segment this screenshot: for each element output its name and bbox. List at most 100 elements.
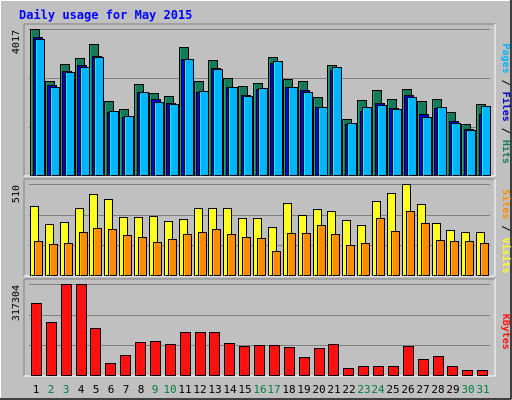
x-label-28: 28 xyxy=(431,383,444,396)
bar-pages-9-body xyxy=(154,102,164,176)
bar-pages-17 xyxy=(273,61,283,176)
bar-sites-10 xyxy=(168,239,177,276)
bar-pages-21-body xyxy=(332,67,342,176)
legend-item-files: Files xyxy=(500,92,512,122)
x-label-16: 16 xyxy=(253,383,266,396)
bar-sites-17 xyxy=(272,251,281,276)
bar-kbytes-21-body xyxy=(328,344,339,376)
bar-sites-6-body xyxy=(108,229,117,276)
bar-kbytes-29 xyxy=(447,366,458,376)
bar-kbytes-26 xyxy=(403,346,414,376)
bar-sites-28-body xyxy=(436,240,445,276)
bar-kbytes-26-body xyxy=(403,346,414,376)
bar-kbytes-27-body xyxy=(418,359,429,376)
bar-kbytes-1-body xyxy=(31,303,42,376)
bar-pages-29 xyxy=(451,123,461,176)
bar-pages-4 xyxy=(80,67,90,176)
bar-kbytes-1 xyxy=(31,303,42,376)
bar-pages-13 xyxy=(213,69,223,176)
bar-pages-22-body xyxy=(347,123,357,176)
bar-kbytes-21 xyxy=(328,344,339,376)
bar-sites-26 xyxy=(406,211,415,276)
bar-pages-18 xyxy=(288,87,298,176)
x-label-8: 8 xyxy=(138,383,145,396)
x-label-18: 18 xyxy=(282,383,295,396)
x-label-22: 22 xyxy=(342,383,355,396)
x-label-11: 11 xyxy=(178,383,191,396)
bar-sites-13-body xyxy=(212,229,221,276)
bar-kbytes-22 xyxy=(343,368,354,376)
x-label-29: 29 xyxy=(446,383,459,396)
x-label-26: 26 xyxy=(401,383,414,396)
bar-pages-10 xyxy=(169,104,179,176)
bar-kbytes-28-body xyxy=(433,356,444,376)
legend-item-visits: Visits xyxy=(500,237,512,273)
x-label-31: 31 xyxy=(476,383,489,396)
bar-pages-7 xyxy=(124,116,134,176)
legend-item-sites: Sites xyxy=(500,189,512,219)
bar-kbytes-19 xyxy=(299,357,310,376)
bar-kbytes-31-body xyxy=(477,370,488,376)
bar-kbytes-2-body xyxy=(46,322,57,376)
x-label-24: 24 xyxy=(371,383,385,396)
bar-sites-10-body xyxy=(168,239,177,276)
bar-sites-27-body xyxy=(421,223,430,276)
bar-kbytes-15 xyxy=(239,346,250,376)
bar-sites-16 xyxy=(257,238,266,276)
bar-sites-22 xyxy=(346,245,355,276)
x-label-13: 13 xyxy=(208,383,221,396)
panel-2: 510 Sites / Visits xyxy=(11,178,512,277)
bar-pages-18-body xyxy=(288,87,298,176)
bar-pages-20 xyxy=(318,107,328,176)
x-label-5: 5 xyxy=(93,383,100,396)
bar-pages-20-body xyxy=(318,107,328,176)
bar-sites-18 xyxy=(287,233,296,276)
bar-sites-20-body xyxy=(317,225,326,276)
bar-pages-4-body xyxy=(80,67,90,176)
bar-kbytes-28 xyxy=(433,356,444,376)
bar-kbytes-5-body xyxy=(90,328,101,376)
bar-pages-5-body xyxy=(94,57,104,176)
bar-pages-11-body xyxy=(184,59,194,176)
bar-kbytes-16 xyxy=(254,345,265,376)
bar-sites-3 xyxy=(64,243,73,276)
bar-sites-11 xyxy=(183,234,192,276)
bar-sites-5-body xyxy=(93,228,102,276)
bar-kbytes-2 xyxy=(46,322,57,376)
bar-pages-28 xyxy=(437,107,447,176)
bar-kbytes-29-body xyxy=(447,366,458,376)
bar-pages-31-body xyxy=(481,106,491,176)
bar-kbytes-20 xyxy=(314,348,325,376)
panel-1: 4017 Pages / Files / Hits xyxy=(11,23,512,177)
bar-sites-16-body xyxy=(257,238,266,276)
bar-kbytes-3 xyxy=(61,284,72,376)
bar-pages-8-body xyxy=(139,92,149,176)
x-label-3: 3 xyxy=(63,383,70,396)
bar-sites-22-body xyxy=(346,245,355,276)
bar-sites-19 xyxy=(302,233,311,276)
bar-kbytes-12-body xyxy=(195,332,206,376)
bar-sites-13 xyxy=(212,229,221,276)
bar-sites-14-body xyxy=(227,234,236,276)
bar-pages-8 xyxy=(139,92,149,176)
bar-kbytes-23 xyxy=(358,366,369,376)
bar-kbytes-4 xyxy=(76,284,87,376)
bar-kbytes-18-body xyxy=(284,347,295,376)
bar-sites-28 xyxy=(436,240,445,276)
bar-kbytes-30-body xyxy=(462,370,473,376)
bar-sites-24-body xyxy=(376,218,385,276)
bar-kbytes-11 xyxy=(180,332,191,376)
bar-kbytes-5 xyxy=(90,328,101,376)
bar-kbytes-13 xyxy=(209,332,220,376)
bar-pages-26 xyxy=(407,97,417,176)
bar-sites-23-body xyxy=(361,243,370,276)
bar-sites-25-body xyxy=(391,231,400,276)
bar-sites-12-body xyxy=(198,232,207,276)
bar-pages-25-body xyxy=(392,109,402,176)
bar-pages-13-body xyxy=(213,69,223,176)
bar-pages-3-body xyxy=(65,72,75,176)
legend-separator: / xyxy=(500,122,511,140)
bar-pages-12 xyxy=(199,91,209,176)
bar-pages-25 xyxy=(392,109,402,176)
bar-sites-25 xyxy=(391,231,400,276)
